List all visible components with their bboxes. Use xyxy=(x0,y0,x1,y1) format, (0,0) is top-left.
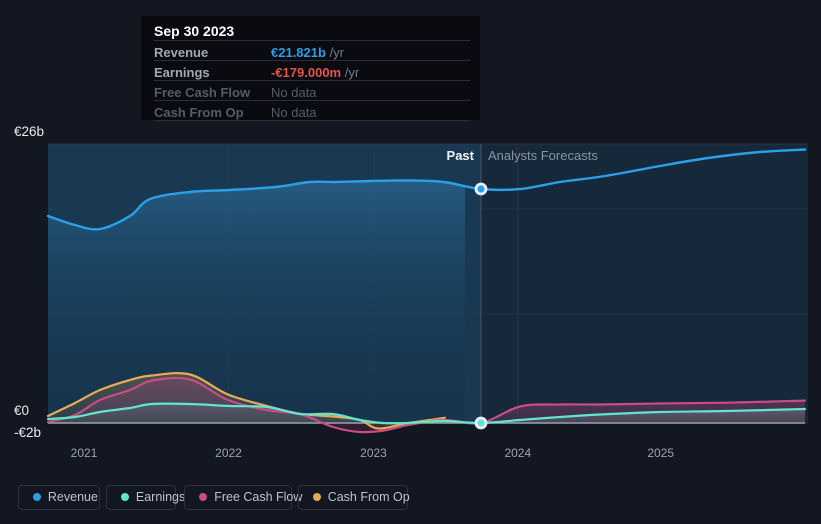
svg-text:Analysts Forecasts: Analysts Forecasts xyxy=(488,148,598,163)
svg-text:-€2b: -€2b xyxy=(14,425,41,440)
svg-text:2023: 2023 xyxy=(360,446,387,460)
svg-text:Past: Past xyxy=(447,148,475,163)
svg-text:€26b: €26b xyxy=(14,124,44,139)
svg-text:2022: 2022 xyxy=(215,446,242,460)
svg-text:2025: 2025 xyxy=(647,446,674,460)
svg-text:€0: €0 xyxy=(14,403,29,418)
svg-text:2021: 2021 xyxy=(71,446,98,460)
svg-text:2024: 2024 xyxy=(504,446,531,460)
